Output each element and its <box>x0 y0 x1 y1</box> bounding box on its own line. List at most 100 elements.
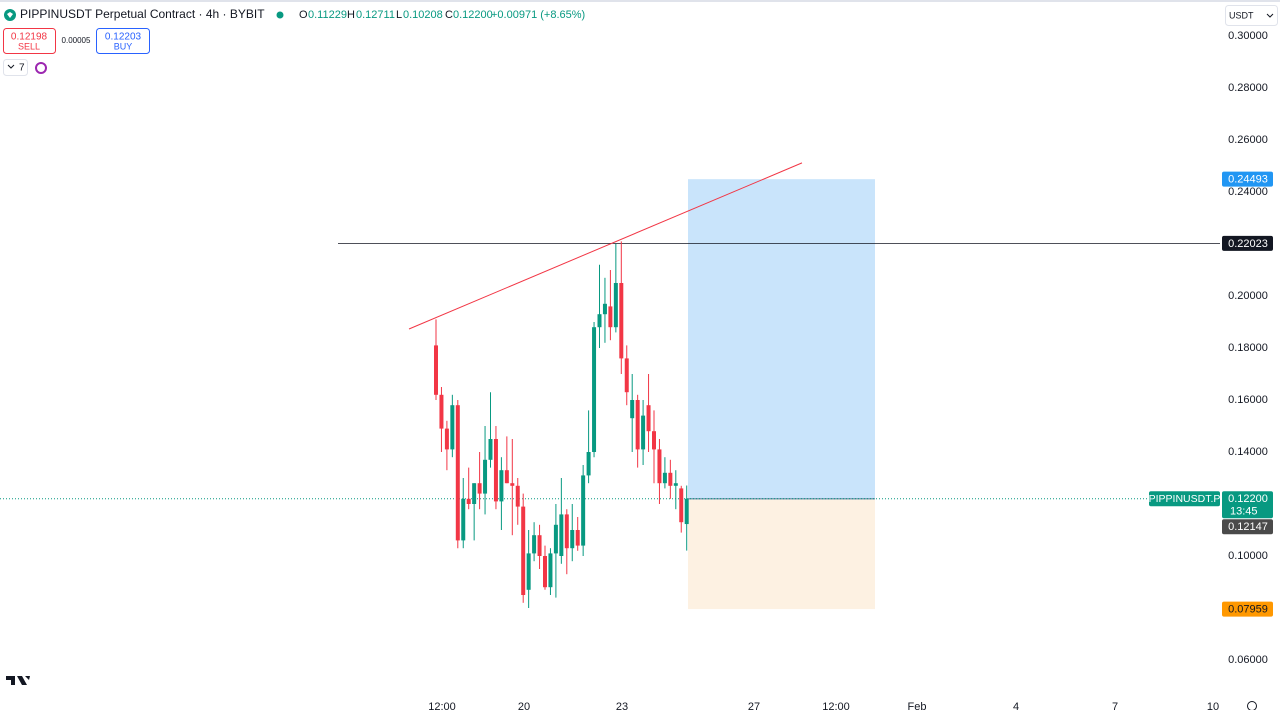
logo-glyph <box>7 12 13 18</box>
ohlc-key: C <box>445 9 453 21</box>
candle-body <box>553 524 558 554</box>
candle-body <box>504 470 509 484</box>
candle-body <box>586 452 591 476</box>
stop-badge-label: 0.07959 <box>1228 603 1268 615</box>
chevron <box>7 64 15 69</box>
chevron <box>1266 13 1274 18</box>
candle-body <box>488 439 493 460</box>
x-tick-label: 10 <box>1207 701 1219 710</box>
candle-body <box>570 530 575 549</box>
ohlc-value: 0.11229 <box>308 9 347 21</box>
stop-zone <box>688 498 875 610</box>
candle-body <box>532 535 537 554</box>
candle-body <box>668 472 673 486</box>
mark-price-badge <box>1222 519 1273 535</box>
candle-body <box>635 400 640 450</box>
symbol-title[interactable]: PIPPINUSDT Perpetual Contract · 4h · BYB… <box>20 7 265 21</box>
tv-logo[interactable] <box>6 676 30 685</box>
candle-body <box>619 283 624 359</box>
buy-price: 0.12203 <box>105 32 142 43</box>
indicators-toggle[interactable] <box>3 59 28 76</box>
candle-body <box>581 475 586 546</box>
x-tick-label: 12:00 <box>428 701 456 710</box>
ohlc-key: H <box>347 9 355 21</box>
market-status <box>276 11 284 19</box>
symbol-badge-label: PIPPINUSDT.P <box>1149 493 1221 505</box>
candle-body <box>499 470 504 502</box>
currency: USDT <box>1229 10 1254 20</box>
ohlc-value: 0.12200 <box>453 9 493 21</box>
target-zone <box>688 179 875 499</box>
stop-badge <box>1222 601 1273 617</box>
candle-body <box>630 400 635 419</box>
settings-icon[interactable] <box>1247 701 1257 710</box>
ohlc-value: 0.10208 <box>403 9 443 21</box>
candle-body <box>466 498 471 504</box>
candle-body <box>515 485 520 507</box>
last-price-label: 0.12200 <box>1228 493 1268 505</box>
y-tick-label: 0.16000 <box>1228 394 1268 406</box>
ohlc-key: O <box>299 9 308 21</box>
candle-body <box>602 303 607 315</box>
spread: 0.00005 <box>62 36 91 45</box>
candle-body <box>575 530 580 546</box>
candle-body <box>543 556 547 588</box>
target-badge-label: 0.24493 <box>1228 174 1268 186</box>
buy-button[interactable] <box>96 28 150 54</box>
x-tick-label: 4 <box>1013 701 1019 710</box>
candle-body <box>537 535 542 556</box>
candle-body <box>564 514 569 549</box>
candle-body <box>559 514 564 556</box>
x-tick-label: 20 <box>518 701 530 710</box>
x-tick-label: 7 <box>1112 701 1118 710</box>
candle-body <box>662 472 667 484</box>
candle-body <box>597 314 602 328</box>
candle-body <box>613 283 618 328</box>
candle-body <box>646 405 651 432</box>
y-tick-label: 0.24000 <box>1228 186 1268 198</box>
candle-body <box>679 488 684 523</box>
target-badge <box>1222 171 1273 187</box>
y-tick-label: 0.26000 <box>1228 134 1268 146</box>
candle-body <box>477 483 482 494</box>
y-tick-label: 0.18000 <box>1228 342 1268 354</box>
last-price-badge <box>1222 491 1273 519</box>
hline-badge <box>1222 235 1273 251</box>
candle-body <box>510 483 515 486</box>
y-tick-label: 0.20000 <box>1228 290 1268 302</box>
candle-body <box>493 439 498 502</box>
candle-body <box>483 459 488 494</box>
trendline <box>408 162 803 330</box>
candle-body <box>521 506 526 595</box>
x-tick-label: 23 <box>616 701 628 710</box>
hline-badge-label: 0.22023 <box>1228 238 1268 250</box>
candle-body <box>592 327 597 452</box>
x-tick-label: 12:00 <box>822 701 850 710</box>
mark-price-label: 0.12147 <box>1228 521 1268 533</box>
candle-body <box>548 553 553 588</box>
sell-price: 0.12198 <box>11 32 48 43</box>
candle-body <box>455 405 460 541</box>
sell-button[interactable] <box>3 28 56 54</box>
sell-label: SELL <box>18 41 40 51</box>
price-change: +0.00971 (+8.65%) <box>491 9 585 21</box>
symbol-badge <box>1149 491 1220 507</box>
buy-label: BUY <box>114 41 133 51</box>
y-tick-label: 0.30000 <box>1228 30 1268 42</box>
candle-body <box>657 449 662 484</box>
currency-dropdown[interactable] <box>1225 5 1278 26</box>
y-tick-label: 0.10000 <box>1228 550 1268 562</box>
candle-body <box>624 358 629 393</box>
top-border <box>0 0 1280 2</box>
candle-body <box>673 483 678 486</box>
x-tick-label: Feb <box>908 701 927 710</box>
candle-body <box>439 394 444 429</box>
candle-body <box>652 431 656 450</box>
candle-body <box>526 553 531 590</box>
ohlc-value: 0.12711 <box>356 9 395 21</box>
x-tick-label: 27 <box>748 701 760 710</box>
indicator-icon[interactable] <box>35 62 47 74</box>
candle-body <box>472 483 477 504</box>
y-tick-label: 0.28000 <box>1228 82 1268 94</box>
